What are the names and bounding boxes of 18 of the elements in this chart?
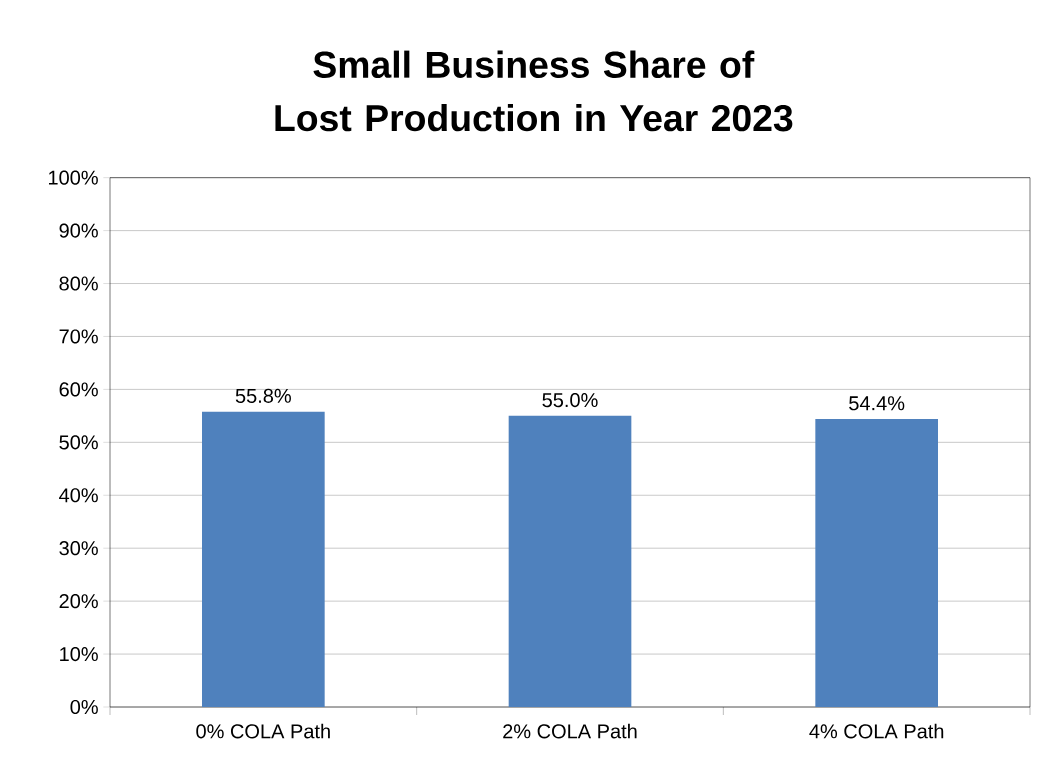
y-tick-label: 0% [70, 699, 98, 715]
y-tick-label: 70% [59, 329, 98, 344]
data-label: 55.0% [542, 392, 598, 408]
x-tick-label: 4% COLA Path [809, 723, 944, 739]
y-tick-label: 100% [49, 170, 98, 185]
y-tick-label: 30% [59, 541, 98, 556]
y-tick-label: 40% [59, 488, 98, 503]
x-tick-label: 2% COLA Path [503, 723, 637, 739]
y-tick-label: 20% [59, 594, 98, 609]
y-tick-label: 50% [59, 435, 98, 450]
x-tick-label: 0% COLA Path [196, 723, 330, 739]
data-label: 54.4% [849, 396, 905, 411]
chart-title: Small Business Share of Lost Production in Year 2023 [275, 50, 793, 132]
y-tick-label: 90% [59, 223, 98, 238]
y-tick-label: 80% [59, 276, 98, 291]
data-label: 55.8% [235, 388, 291, 403]
y-tick-label: 10% [60, 646, 98, 662]
y-tick-label: 60% [59, 382, 98, 397]
